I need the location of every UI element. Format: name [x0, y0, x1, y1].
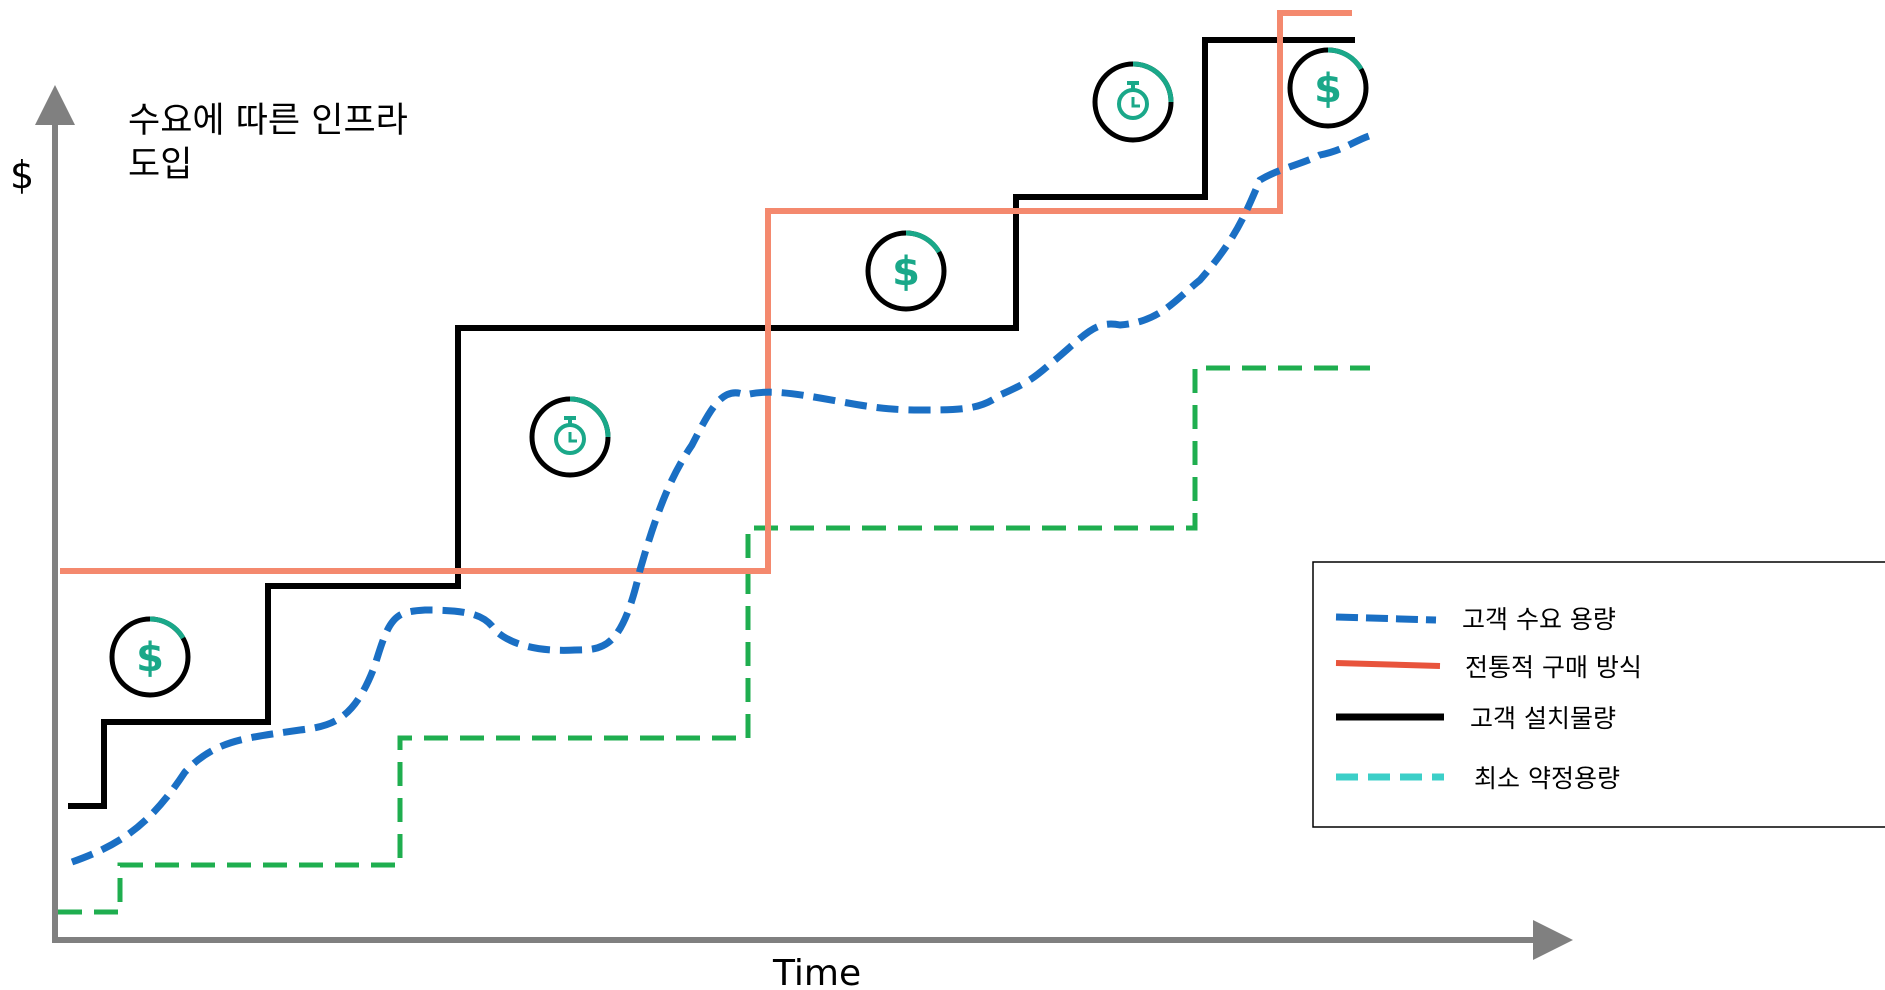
minimum-commitment-line — [58, 365, 1370, 915]
legend-label-commitment: 최소 약정용량 — [1474, 764, 1620, 793]
x-axis-label: Time — [772, 953, 861, 990]
legend-swatch-traditional — [1335, 660, 1441, 669]
legend: 고객 수요 용량 전통적 구매 방식 고객 설치물량 최소 약정용량 — [1312, 561, 1885, 828]
legend-label-traditional: 전통적 구매 방식 — [1465, 653, 1642, 682]
y-axis-label: $ — [10, 153, 34, 197]
y-axis-arrowhead — [35, 85, 75, 125]
title-line-1: 수요에 따른 인프라 — [128, 101, 408, 141]
dollar-icon: $ — [1287, 47, 1369, 129]
legend-swatch-demand — [1335, 613, 1437, 624]
svg-text:$: $ — [892, 249, 920, 295]
legend-label-installed: 고객 설치물량 — [1470, 704, 1616, 733]
dollar-icon: $ — [865, 230, 947, 312]
axes — [35, 85, 1573, 960]
x-axis-arrowhead — [1533, 920, 1573, 960]
stopwatch-icon — [1092, 61, 1174, 143]
dollar-icon: $ — [109, 616, 191, 698]
traditional-purchase-line — [60, 10, 1352, 574]
installed-capacity-line — [68, 37, 1355, 809]
diagram-title: 수요에 따른 인프라 도입 — [128, 101, 408, 185]
legend-label-demand: 고객 수요 용량 — [1462, 605, 1616, 634]
stopwatch-icon — [529, 396, 611, 478]
legend-box — [1312, 561, 1885, 828]
svg-text:$: $ — [136, 635, 164, 681]
customer-demand-curve — [70, 131, 1374, 866]
title-line-2: 도입 — [128, 145, 192, 185]
svg-text:$: $ — [1314, 66, 1342, 112]
